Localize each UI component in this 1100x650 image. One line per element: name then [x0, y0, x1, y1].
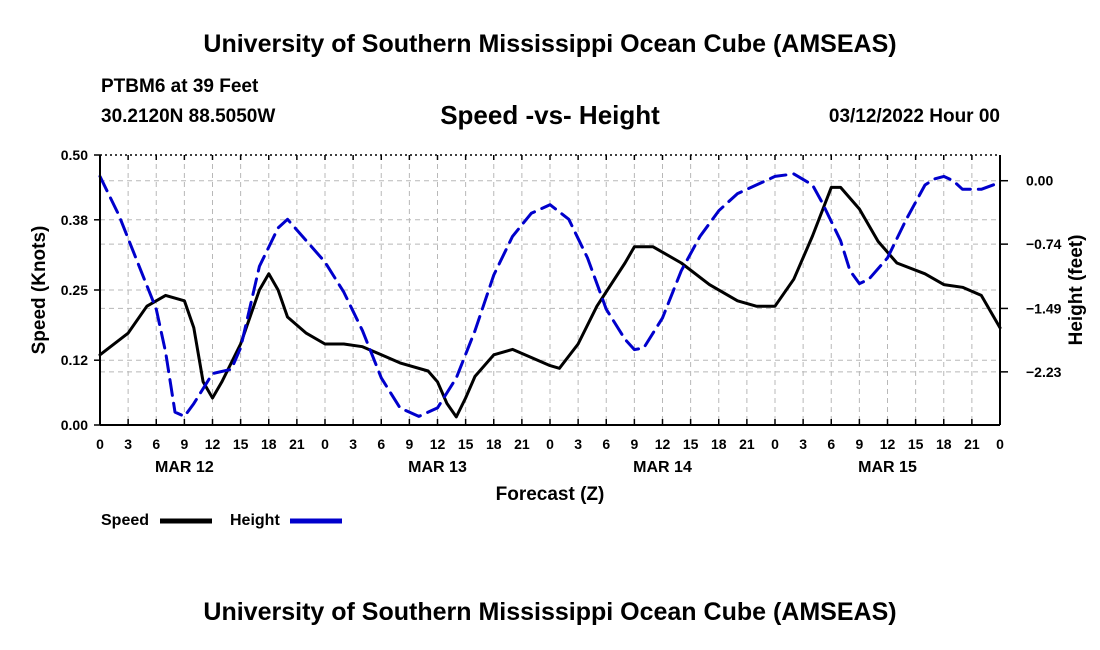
x-day-label: MAR 13 [408, 459, 467, 476]
forecast-datetime: 03/12/2022 Hour 00 [828, 106, 1000, 127]
chart-title-top: University of Southern Mississippi Ocean… [203, 30, 897, 58]
x-tick-label: 0 [771, 436, 779, 452]
x-tick-label: 9 [405, 436, 413, 452]
series [98, 172, 1002, 419]
x-tick-label: 3 [124, 436, 132, 452]
chart-subtitle: Speed -vs- Height [440, 100, 660, 130]
x-tick-label: 0 [546, 436, 554, 452]
y-right-tick-label: 0.00 [1026, 173, 1053, 189]
station-label: PTBM6 at 39 Feet [101, 76, 259, 97]
x-tick-label: 3 [574, 436, 582, 452]
y-right-tick-label: −2.23 [1026, 364, 1062, 380]
x-day-label: MAR 12 [155, 459, 214, 476]
x-tick-label: 6 [377, 436, 385, 452]
y-axis-right-label: Height (feet) [1066, 235, 1087, 346]
x-tick-label: 6 [152, 436, 160, 452]
y-left-tick-label: 0.38 [61, 212, 88, 228]
y-left-tick-label: 0.50 [61, 147, 88, 163]
x-tick-label: 0 [996, 436, 1004, 452]
x-tick-label: 12 [205, 436, 221, 452]
x-tick-label: 18 [486, 436, 502, 452]
axes [94, 154, 1008, 426]
x-tick-label: 9 [180, 436, 188, 452]
x-day-label: MAR 14 [633, 459, 692, 476]
x-tick-label: 15 [683, 436, 699, 452]
x-tick-label: 21 [739, 436, 755, 452]
y-left-tick-label: 0.25 [61, 282, 88, 298]
x-tick-label: 0 [96, 436, 104, 452]
y-right-tick-label: −1.49 [1026, 300, 1062, 316]
series-line-speed [98, 185, 1002, 419]
x-tick-label: 21 [514, 436, 530, 452]
x-tick-label: 3 [799, 436, 807, 452]
x-axis-label: Forecast (Z) [496, 484, 605, 505]
legend-speed-label: Speed [101, 512, 149, 529]
chart-title-bottom: University of Southern Mississippi Ocean… [203, 598, 897, 626]
x-tick-label: 12 [655, 436, 671, 452]
x-tick-label: 21 [289, 436, 305, 452]
x-tick-label: 0 [321, 436, 329, 452]
x-tick-label: 3 [349, 436, 357, 452]
x-tick-label: 12 [430, 436, 446, 452]
x-tick-label: 12 [880, 436, 896, 452]
x-tick-label: 6 [602, 436, 610, 452]
x-tick-label: 6 [827, 436, 835, 452]
x-tick-label: 21 [964, 436, 980, 452]
legend-height-label: Height [230, 512, 280, 529]
y-left-tick-label: 0.12 [61, 352, 88, 368]
tick-labels: 0 3 6 9 12 15 18 21 0 3 6 9 12 15 18 21 0 3 6 9 12 15 18 21 0 3 6 9… [61, 147, 1062, 476]
x-tick-label: 18 [936, 436, 952, 452]
y-right-tick-label: −0.74 [1026, 236, 1062, 252]
x-day-label: MAR 15 [858, 459, 917, 476]
y-left-tick-label: 0.00 [61, 417, 88, 433]
y-axis-left-label: Speed (Knots) [29, 226, 50, 355]
series-line-height [98, 172, 1002, 418]
coordinates-label: 30.2120N 88.5050W [101, 106, 276, 127]
grid [100, 155, 1000, 425]
x-tick-label: 18 [711, 436, 727, 452]
x-tick-label: 15 [233, 436, 249, 452]
x-tick-label: 15 [458, 436, 474, 452]
x-tick-label: 18 [261, 436, 277, 452]
x-tick-label: 9 [855, 436, 863, 452]
x-tick-label: 9 [630, 436, 638, 452]
x-tick-label: 15 [908, 436, 924, 452]
legend: Speed Height [101, 512, 342, 529]
